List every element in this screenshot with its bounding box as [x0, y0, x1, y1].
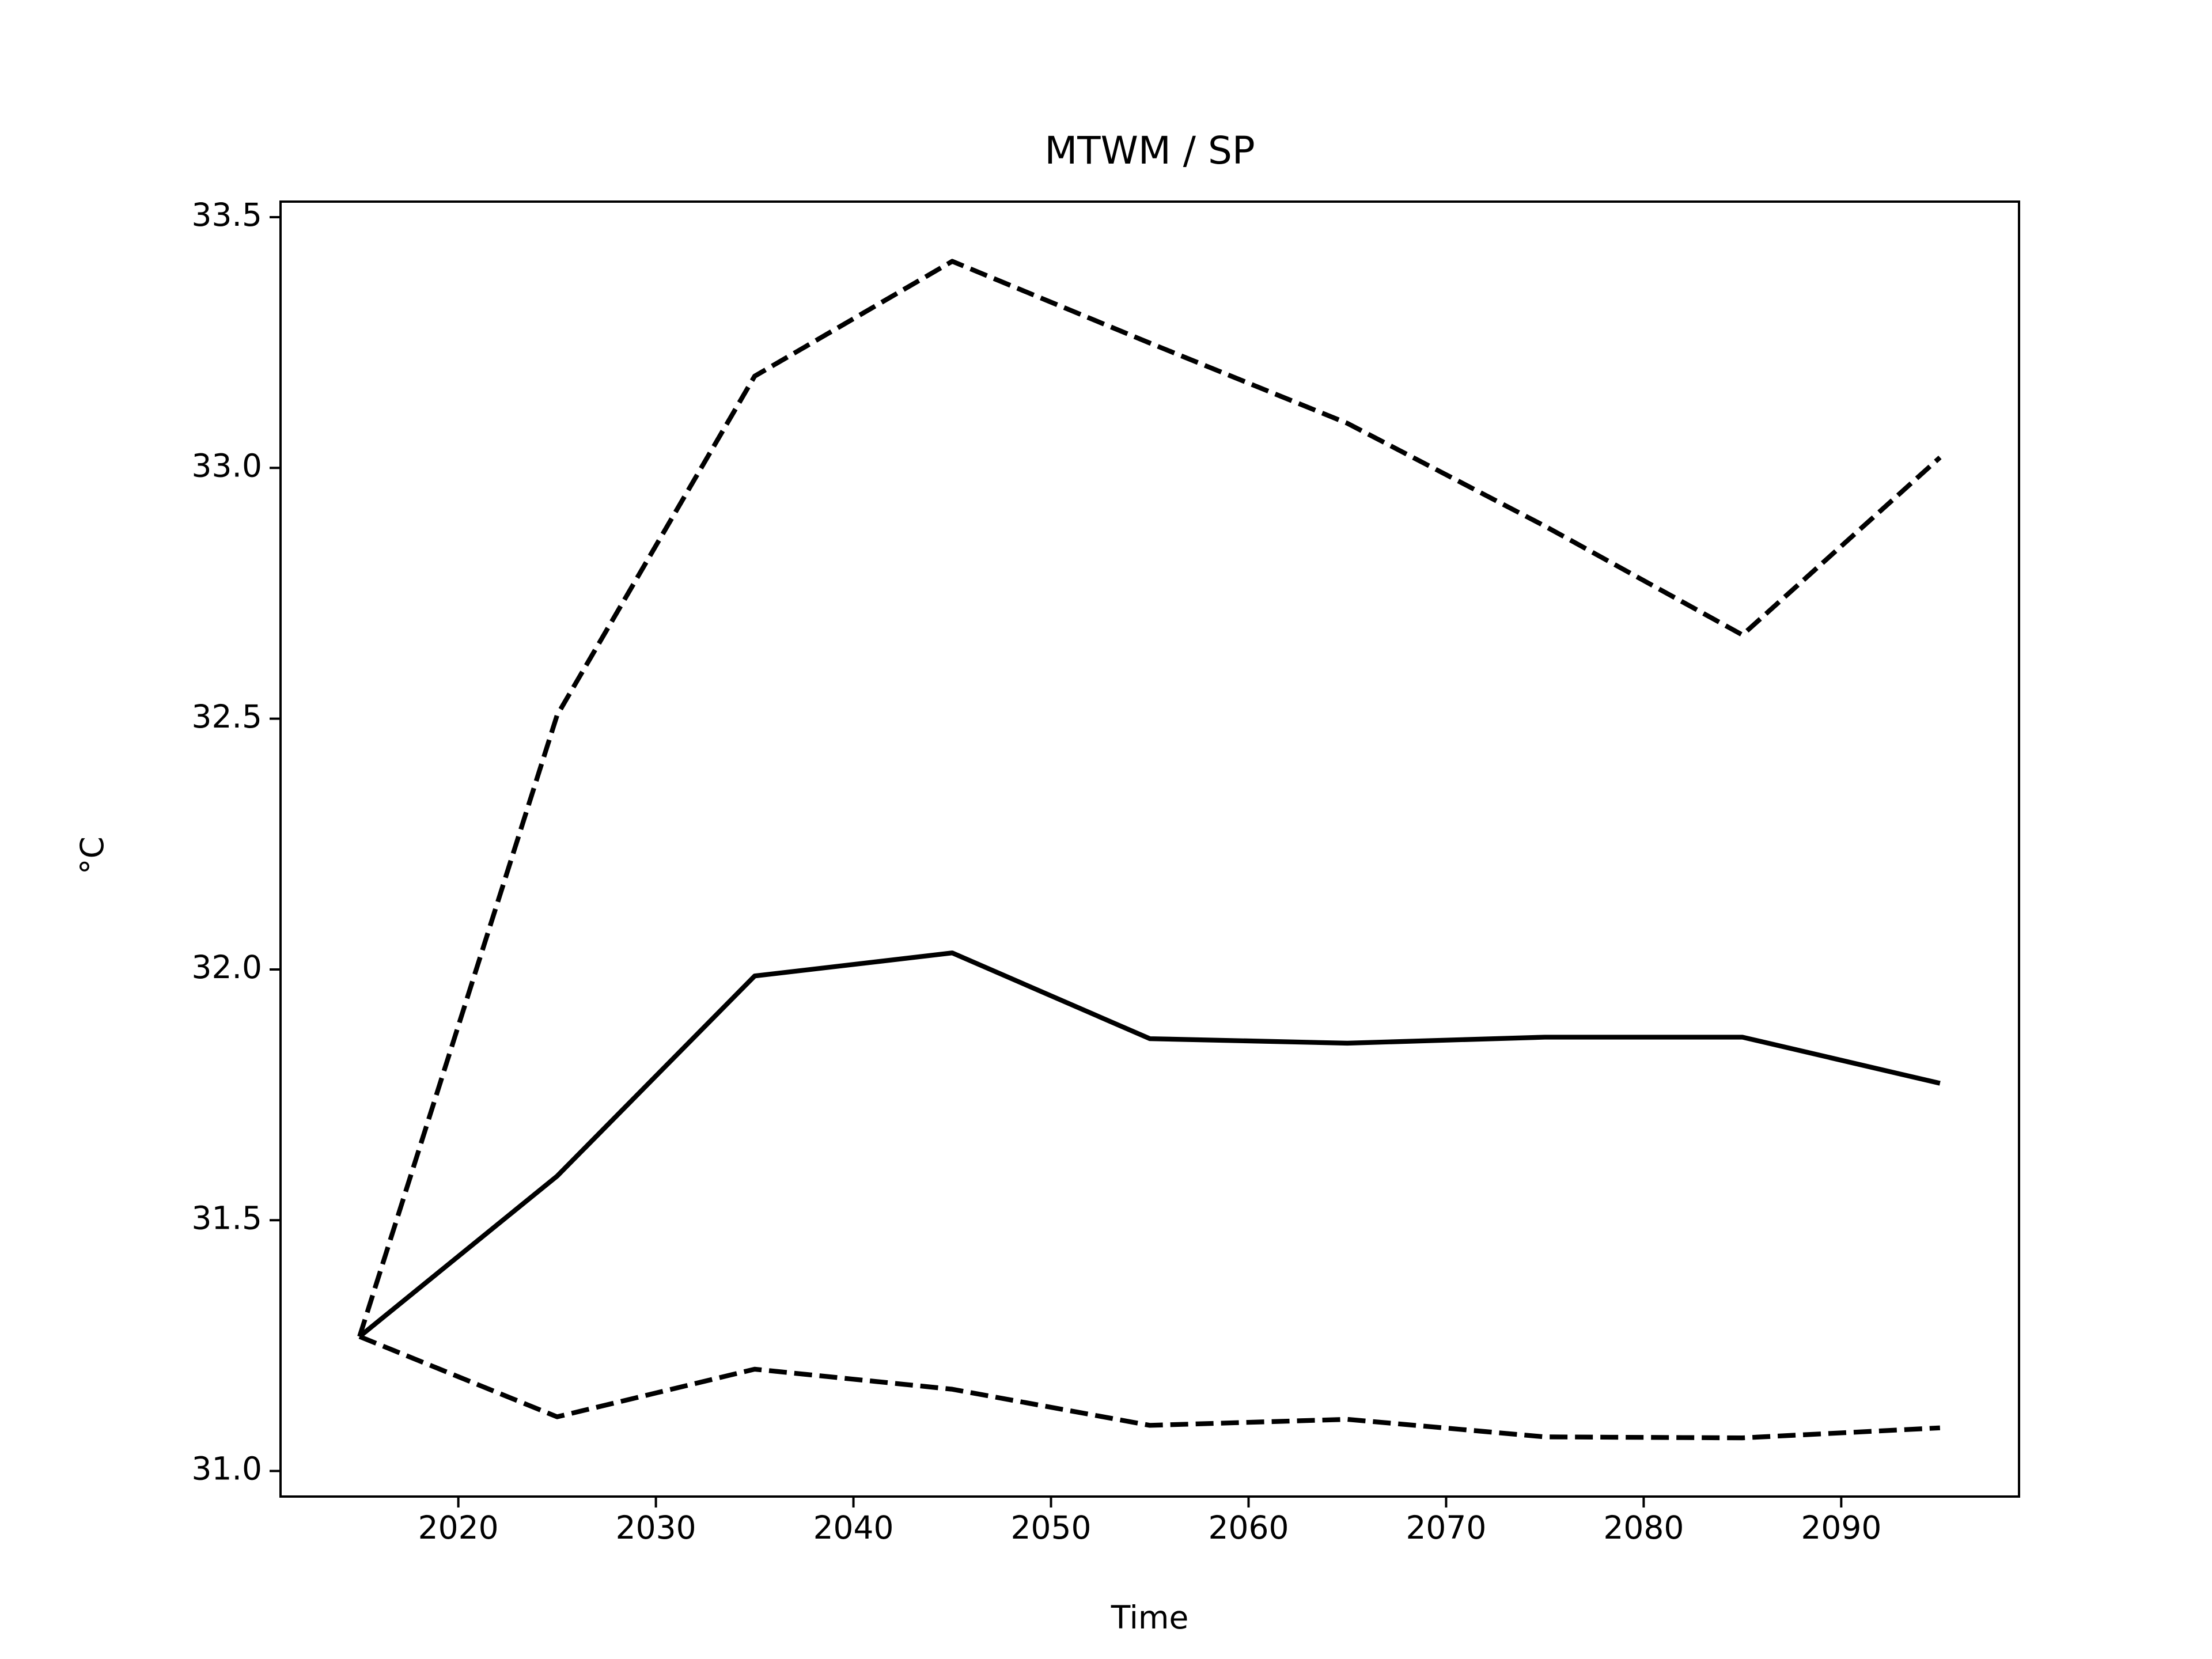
x-tick-label: 2060	[1208, 1509, 1289, 1546]
y-tick-label: 31.0	[192, 1450, 262, 1487]
y-tick-label: 33.5	[192, 196, 262, 233]
x-tick-label: 2020	[418, 1509, 499, 1546]
data-line	[358, 1334, 1941, 1441]
chart-title: MTWM / SP	[1044, 128, 1255, 173]
x-tick-label: 2090	[1801, 1509, 1881, 1546]
y-tick-label: 33.0	[192, 447, 262, 484]
x-tick-label: 2040	[813, 1509, 894, 1546]
plot-frame	[279, 200, 2020, 1498]
x-tick-label: 2030	[616, 1509, 696, 1546]
y-axis-label: °C	[74, 836, 111, 874]
x-tick-label: 2050	[1011, 1509, 1092, 1546]
x-tick-label: 2080	[1603, 1509, 1684, 1546]
data-line	[357, 259, 1942, 1338]
y-tick-label: 32.5	[192, 698, 262, 735]
y-tick-label: 31.5	[192, 1199, 262, 1236]
y-tick-label: 32.0	[192, 949, 262, 986]
data-line	[358, 950, 1941, 1339]
x-axis-label: Time	[1111, 1599, 1189, 1636]
x-tick-label: 2070	[1406, 1509, 1486, 1546]
